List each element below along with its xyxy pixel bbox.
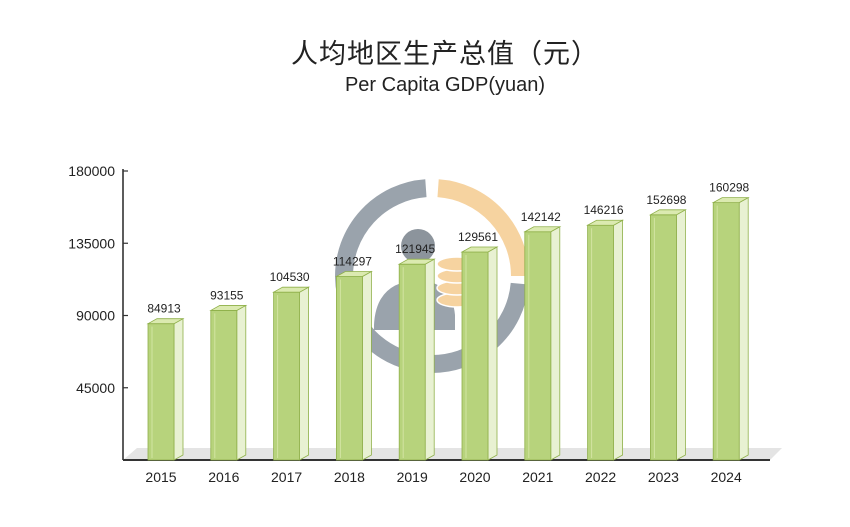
bar-side-face [299,286,310,461]
bar-2022 [586,219,625,461]
y-axis-ticks: 45000 90000 135000 180000 [68,163,128,396]
data-label-2019: 121945 [395,242,435,256]
bar-side-face [738,196,749,461]
y-tick-label: 45000 [76,380,115,396]
y-tick-label: 180000 [68,163,115,179]
bar-top-face [334,271,373,277]
y-tick-label: 135000 [68,235,115,251]
x-tick-label-2023: 2023 [648,469,679,485]
bar-top-face [460,246,499,253]
bar-top-face [272,286,311,293]
bar-2018 [334,270,373,461]
data-label-2022: 146216 [584,203,624,217]
bar-2019 [397,258,436,461]
x-axis-ticks: 2015 2016 2017 2018 2019 2020 2021 2022 2023 2024 [145,469,742,485]
x-tick-label-2016: 2016 [208,469,239,485]
bar-side-face [676,209,686,461]
data-label-2015: 84913 [147,302,181,316]
bar-side-face [487,246,498,461]
ring-orange-arc [437,179,529,277]
bar-top-face [146,318,185,325]
bar-series [146,196,750,461]
x-tick-label-2015: 2015 [145,469,176,485]
bar-side-face [236,304,247,461]
x-tick-label-2019: 2019 [397,469,428,485]
x-tick-label-2017: 2017 [271,469,302,485]
bar-2023 [648,209,687,461]
data-label-2017: 104530 [270,270,310,284]
data-labels: 84913 93155 104530 114297 121945 129561 142142… [147,181,749,316]
x-tick-label-2018: 2018 [334,469,365,485]
bar-side-face [613,219,623,461]
x-tick-label-2021: 2021 [522,469,553,485]
x-tick-label-2020: 2020 [459,469,490,485]
bar-2017 [272,286,311,461]
bar-top-face [523,226,562,233]
bar-top-face [209,305,248,311]
data-label-2023: 152698 [646,193,686,207]
bar-side-face [361,270,372,461]
bar-top-face [397,258,436,265]
person-head-shape [401,229,435,263]
bar-2016 [209,304,248,461]
bar-side-face [550,226,561,461]
bar-2021 [523,226,562,461]
bar-2020 [460,246,499,461]
x-tick-label-2024: 2024 [711,469,742,485]
bar-top-face [586,219,625,226]
data-label-2018: 114297 [333,254,372,268]
data-label-2020: 129561 [458,230,498,244]
bar-side-face [173,317,184,461]
bar-top-face [648,209,687,216]
chart-title: 人均地区生产总值（元） [291,39,599,70]
bar-side-face [424,258,435,461]
y-tick-label: 90000 [76,308,115,324]
chart-subtitle: Per Capita GDP(yuan) [344,74,546,96]
x-tick-label-2022: 2022 [585,469,616,485]
bar-top-face [711,197,750,204]
data-label-2021: 142142 [521,210,561,224]
data-label-2024: 160298 [709,181,749,195]
bar-2024 [711,196,750,461]
data-label-2016: 93155 [210,288,244,302]
bar-2015 [146,317,185,461]
